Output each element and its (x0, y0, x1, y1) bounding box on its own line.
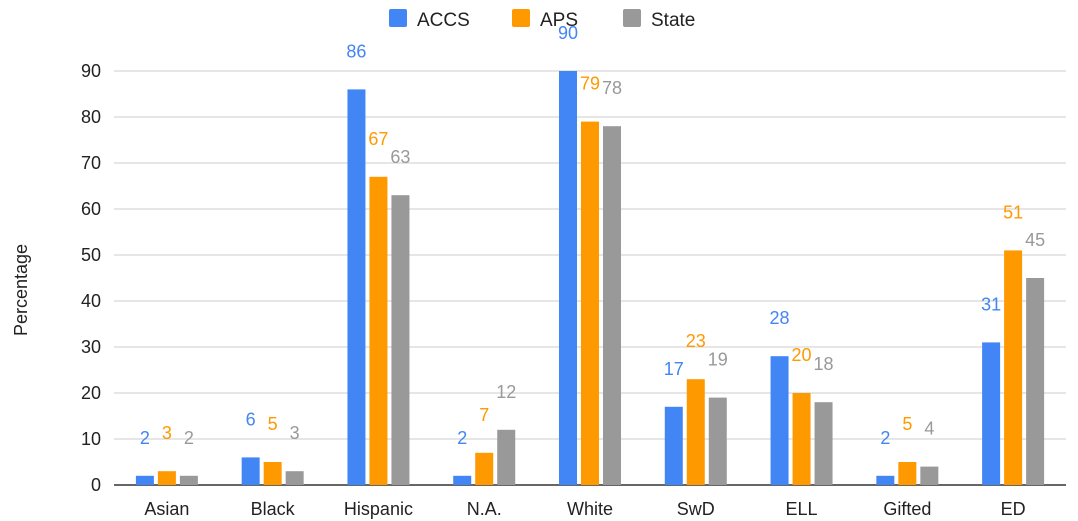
data-label: 28 (770, 308, 790, 328)
bar (792, 393, 811, 485)
legend-swatch (512, 9, 530, 27)
data-label: 3 (162, 423, 172, 443)
bar (453, 475, 472, 485)
bar (369, 176, 388, 486)
bar (157, 471, 176, 485)
data-label: 17 (664, 359, 684, 379)
data-label: 45 (1025, 230, 1045, 250)
x-category-label: White (567, 499, 613, 519)
bar (982, 342, 1001, 485)
bar (920, 466, 939, 485)
bar (664, 406, 683, 485)
y-tick-label: 40 (81, 291, 101, 311)
bar (814, 402, 833, 485)
bar (179, 475, 198, 485)
data-label: 7 (479, 405, 489, 425)
bars (135, 71, 1045, 486)
x-category-label: ELL (786, 499, 818, 519)
x-category-label: ED (1001, 499, 1026, 519)
data-label: 2 (184, 428, 194, 448)
y-axis-ticks: 0 10 20 30 40 50 60 70 80 90 (81, 61, 101, 495)
bar (876, 475, 895, 485)
data-label: 5 (268, 414, 278, 434)
data-label: 2 (140, 428, 150, 448)
x-category-label: Hispanic (344, 499, 413, 519)
y-tick-label: 70 (81, 153, 101, 173)
bar (1026, 278, 1045, 485)
legend-label: State (651, 10, 695, 31)
data-label: 6 (246, 409, 256, 429)
bar (581, 121, 599, 485)
data-label: 63 (390, 147, 410, 167)
legend-label: ACCS (417, 10, 470, 31)
y-tick-label: 60 (81, 199, 101, 219)
data-label: 5 (902, 414, 912, 434)
bar (1004, 250, 1023, 485)
x-category-label: Gifted (883, 499, 931, 519)
bar (135, 475, 154, 485)
bar (603, 126, 621, 485)
bar (285, 471, 304, 485)
data-label: 23 (686, 331, 706, 351)
legend-swatch (389, 9, 407, 27)
data-label: 90 (558, 23, 578, 43)
y-tick-label: 30 (81, 337, 101, 357)
x-category-label: N.A. (467, 499, 502, 519)
bar (475, 452, 494, 485)
bar (497, 429, 516, 485)
bar (347, 89, 366, 486)
bar (241, 457, 260, 485)
x-category-label: SwD (677, 499, 715, 519)
bar (898, 462, 917, 485)
data-label: 51 (1003, 202, 1023, 222)
data-label: 18 (814, 354, 834, 374)
data-label: 2 (880, 428, 890, 448)
bar (686, 379, 705, 485)
y-tick-label: 90 (81, 61, 101, 81)
y-tick-label: 0 (91, 475, 101, 495)
data-label: 3 (290, 423, 300, 443)
bar (770, 356, 789, 485)
data-label: 86 (346, 41, 366, 61)
legend-swatch (623, 9, 641, 27)
data-label: 19 (708, 350, 728, 370)
data-label: 67 (368, 129, 388, 149)
y-tick-label: 10 (81, 429, 101, 449)
bar (708, 397, 727, 485)
legend: ACCS APS State (389, 9, 695, 31)
bar (559, 71, 577, 485)
y-tick-label: 50 (81, 245, 101, 265)
data-label: 31 (981, 294, 1001, 314)
y-tick-label: 80 (81, 107, 101, 127)
x-axis-categories: Asian Black Hispanic N.A. White SwD ELL Gifted E… (144, 499, 1025, 519)
data-label: 79 (580, 74, 600, 94)
data-label: 4 (924, 419, 934, 439)
y-axis-title: Percentage (11, 244, 31, 336)
data-label: 20 (792, 345, 812, 365)
bar (263, 462, 282, 485)
legend-label: APS (540, 10, 578, 31)
data-label: 78 (602, 78, 622, 98)
x-category-label: Black (251, 499, 296, 519)
data-label: 2 (457, 428, 467, 448)
data-label: 12 (496, 382, 516, 402)
x-category-label: Asian (144, 499, 189, 519)
bar (391, 195, 410, 485)
y-tick-label: 20 (81, 383, 101, 403)
